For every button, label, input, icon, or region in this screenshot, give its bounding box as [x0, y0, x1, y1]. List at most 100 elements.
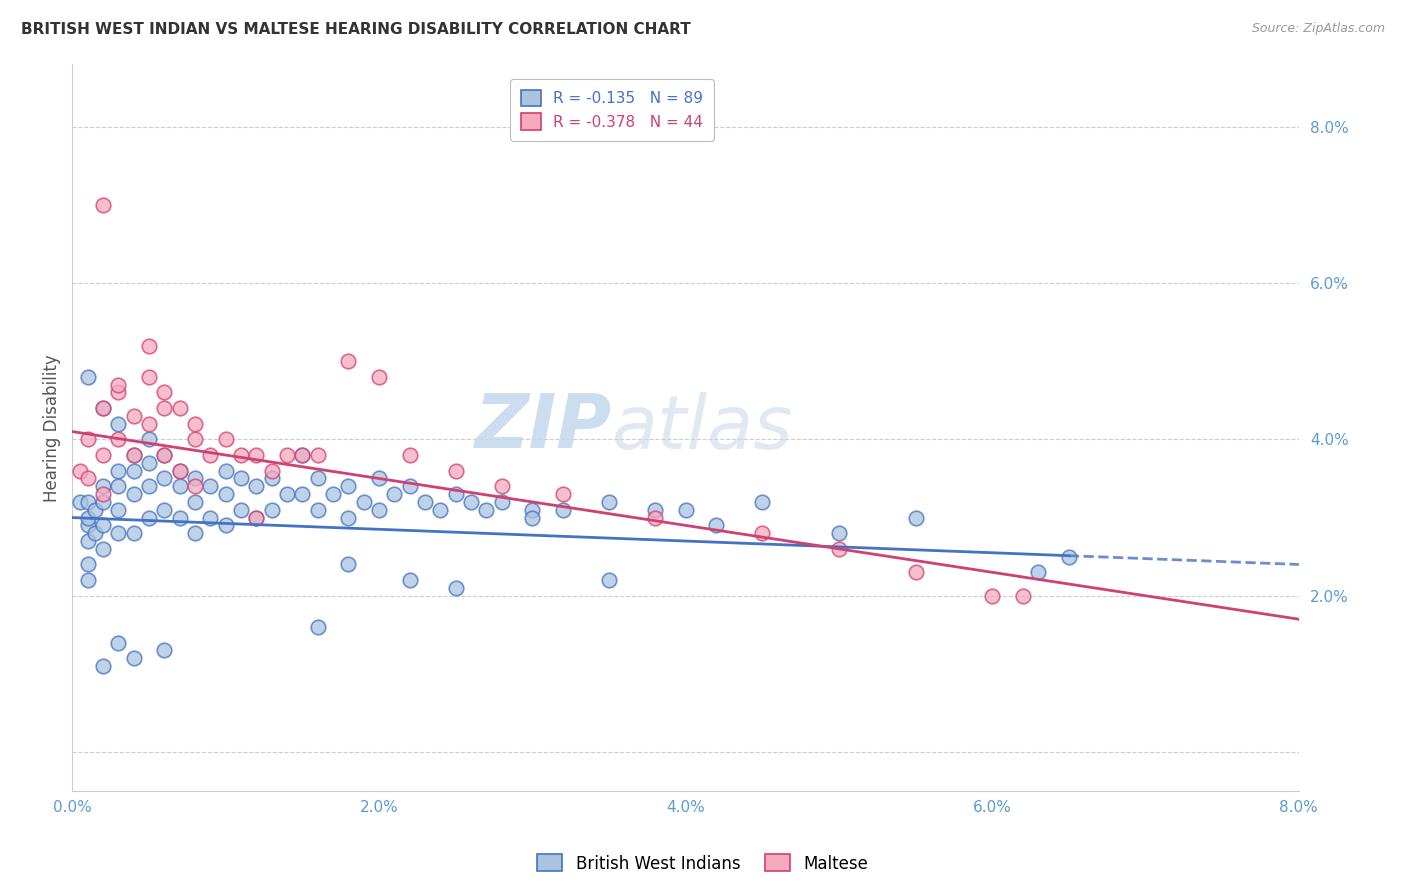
Point	[1057, 549, 1080, 564]
Point	[598, 495, 620, 509]
Point	[1026, 566, 1049, 580]
Point	[91, 541, 114, 556]
Point	[522, 510, 544, 524]
Point	[1011, 589, 1033, 603]
Point	[704, 518, 727, 533]
Point	[444, 487, 467, 501]
Point	[153, 643, 176, 657]
Point	[107, 502, 129, 516]
Point	[367, 502, 389, 516]
Point	[107, 377, 129, 392]
Point	[122, 409, 145, 423]
Point	[491, 479, 513, 493]
Point	[260, 471, 283, 485]
Point	[200, 479, 222, 493]
Point	[84, 502, 107, 516]
Point	[260, 464, 283, 478]
Point	[122, 464, 145, 478]
Point	[337, 479, 360, 493]
Point	[491, 495, 513, 509]
Point	[200, 448, 222, 462]
Point	[153, 502, 176, 516]
Point	[91, 479, 114, 493]
Point	[122, 448, 145, 462]
Point	[153, 448, 176, 462]
Point	[382, 487, 405, 501]
Point	[91, 518, 114, 533]
Point	[91, 487, 114, 501]
Point	[107, 479, 129, 493]
Point	[291, 448, 314, 462]
Point	[398, 479, 420, 493]
Point	[828, 541, 851, 556]
Point	[153, 385, 176, 400]
Point	[276, 448, 298, 462]
Point	[245, 448, 267, 462]
Point	[413, 495, 436, 509]
Point	[107, 464, 129, 478]
Point	[229, 448, 252, 462]
Y-axis label: Hearing Disability: Hearing Disability	[44, 354, 60, 501]
Point	[169, 401, 191, 416]
Point	[76, 471, 98, 485]
Point	[84, 526, 107, 541]
Point	[169, 479, 191, 493]
Text: BRITISH WEST INDIAN VS MALTESE HEARING DISABILITY CORRELATION CHART: BRITISH WEST INDIAN VS MALTESE HEARING D…	[21, 22, 690, 37]
Text: ZIP: ZIP	[475, 392, 612, 464]
Point	[245, 479, 267, 493]
Point	[169, 464, 191, 478]
Point	[398, 448, 420, 462]
Point	[91, 198, 114, 212]
Point	[76, 510, 98, 524]
Point	[460, 495, 482, 509]
Point	[322, 487, 344, 501]
Point	[307, 502, 329, 516]
Point	[122, 448, 145, 462]
Point	[444, 464, 467, 478]
Point	[76, 534, 98, 549]
Point	[91, 495, 114, 509]
Point	[337, 354, 360, 368]
Point	[138, 433, 160, 447]
Point	[444, 581, 467, 595]
Point	[153, 401, 176, 416]
Point	[169, 510, 191, 524]
Point	[76, 495, 98, 509]
Point	[69, 495, 91, 509]
Point	[107, 526, 129, 541]
Point	[122, 487, 145, 501]
Point	[91, 448, 114, 462]
Point	[184, 471, 207, 485]
Point	[184, 417, 207, 431]
Point	[337, 510, 360, 524]
Point	[229, 502, 252, 516]
Point	[69, 464, 91, 478]
Legend: British West Indians, Maltese: British West Indians, Maltese	[530, 847, 876, 880]
Point	[307, 471, 329, 485]
Point	[138, 479, 160, 493]
Point	[200, 510, 222, 524]
Text: Source: ZipAtlas.com: Source: ZipAtlas.com	[1251, 22, 1385, 36]
Point	[644, 502, 666, 516]
Point	[169, 464, 191, 478]
Point	[138, 338, 160, 352]
Point	[367, 369, 389, 384]
Point	[138, 369, 160, 384]
Point	[214, 464, 236, 478]
Point	[138, 510, 160, 524]
Point	[307, 620, 329, 634]
Point	[291, 448, 314, 462]
Point	[337, 558, 360, 572]
Text: atlas: atlas	[612, 392, 793, 464]
Point	[981, 589, 1004, 603]
Point	[307, 448, 329, 462]
Point	[184, 526, 207, 541]
Point	[153, 448, 176, 462]
Point	[91, 659, 114, 673]
Point	[828, 526, 851, 541]
Point	[751, 526, 773, 541]
Point	[122, 651, 145, 665]
Point	[76, 369, 98, 384]
Point	[107, 635, 129, 649]
Point	[245, 510, 267, 524]
